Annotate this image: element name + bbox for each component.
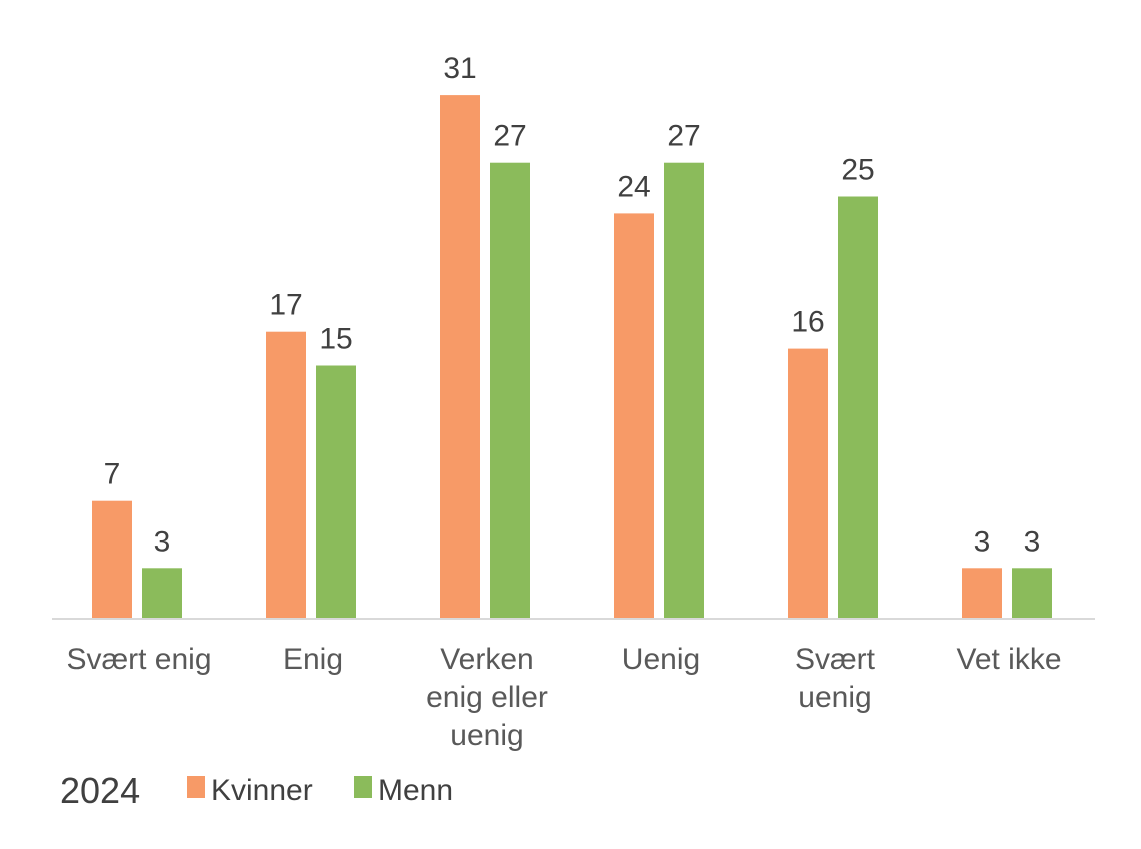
value-label-kvinner-5: 3 xyxy=(974,525,991,558)
category-label-4-line-0: Svært xyxy=(795,643,876,676)
bar-kvinner-1 xyxy=(266,331,306,619)
category-label-5-line-0: Vet ikke xyxy=(956,643,1061,676)
value-label-kvinner-2: 31 xyxy=(443,52,476,85)
bar-kvinner-0 xyxy=(92,500,132,619)
legend-swatch-kvinner xyxy=(187,776,205,798)
value-label-menn-2: 27 xyxy=(493,120,526,153)
legend-year: 2024 xyxy=(60,770,140,811)
value-label-menn-0: 3 xyxy=(154,525,171,558)
bar-menn-4 xyxy=(838,196,878,619)
legend-label-menn: Menn xyxy=(378,774,453,807)
value-label-menn-5: 3 xyxy=(1024,525,1041,558)
category-label-2-line-2: uenig xyxy=(450,719,523,752)
bar-menn-5 xyxy=(1012,568,1052,619)
value-label-menn-4: 25 xyxy=(841,154,874,187)
value-label-menn-3: 27 xyxy=(667,120,700,153)
bar-menn-1 xyxy=(316,365,356,619)
value-label-kvinner-0: 7 xyxy=(104,458,121,491)
category-label-0-line-0: Svært enig xyxy=(66,643,211,676)
legend-label-kvinner: Kvinner xyxy=(211,774,313,807)
category-label-2-line-0: Verken xyxy=(440,643,533,676)
bars-group xyxy=(92,95,1052,620)
category-label-2-line-1: enig eller xyxy=(426,681,548,714)
bar-menn-0 xyxy=(142,568,182,619)
value-label-menn-1: 15 xyxy=(319,323,352,356)
value-label-kvinner-4: 16 xyxy=(791,306,824,339)
value-label-kvinner-3: 24 xyxy=(617,170,650,203)
bar-kvinner-3 xyxy=(614,213,654,619)
category-labels-group: Svært enig Enig Verken enig eller uenig Uenig… xyxy=(66,643,1061,752)
legend-swatch-menn xyxy=(354,776,372,798)
bar-menn-2 xyxy=(490,162,530,619)
category-label-4-line-1: uenig xyxy=(798,681,871,714)
legend: 2024 Kvinner Menn xyxy=(60,770,453,811)
bar-menn-3 xyxy=(664,162,704,619)
category-label-3-line-0: Uenig xyxy=(622,643,700,676)
value-label-kvinner-1: 17 xyxy=(269,289,302,322)
bar-kvinner-5 xyxy=(962,568,1002,619)
bar-kvinner-2 xyxy=(440,95,480,620)
category-label-1-line-0: Enig xyxy=(283,643,343,676)
bar-kvinner-4 xyxy=(788,348,828,619)
